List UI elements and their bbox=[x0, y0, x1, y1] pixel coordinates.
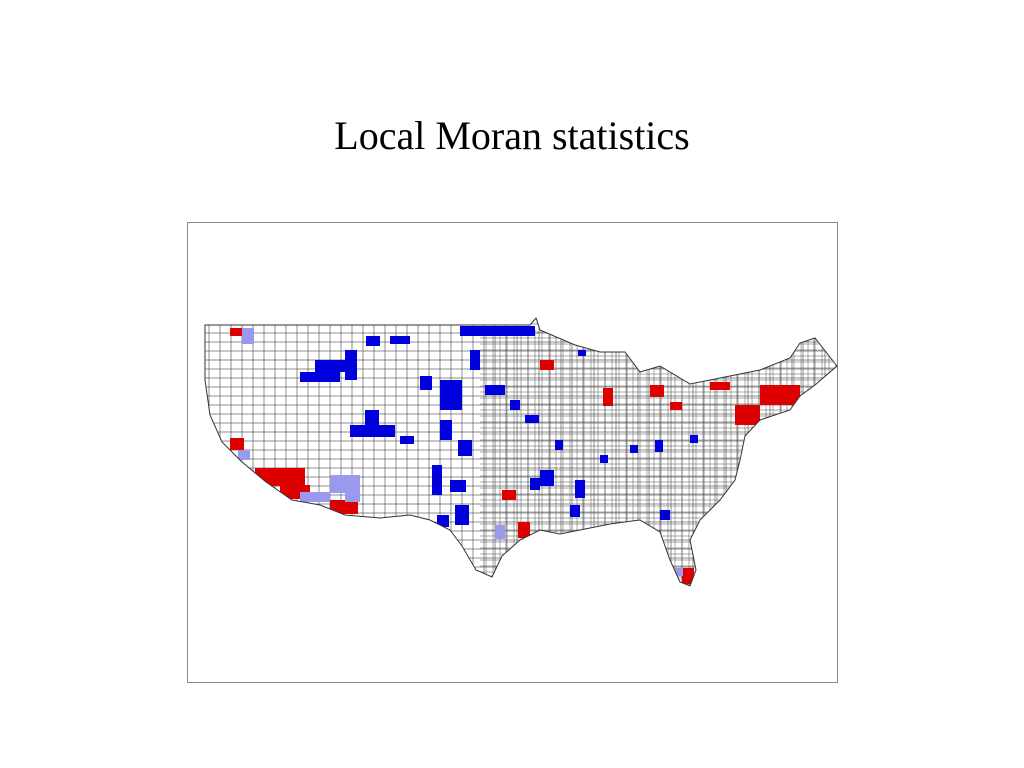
cluster bbox=[300, 372, 340, 382]
cluster bbox=[655, 440, 663, 452]
cluster bbox=[540, 360, 554, 370]
cluster bbox=[502, 490, 516, 500]
cluster bbox=[440, 420, 452, 440]
cluster bbox=[578, 350, 586, 356]
cluster bbox=[458, 440, 472, 456]
cluster bbox=[485, 385, 505, 395]
cluster bbox=[400, 436, 414, 444]
map-figure bbox=[187, 222, 838, 683]
cluster bbox=[315, 360, 345, 372]
cluster bbox=[437, 515, 449, 527]
cluster bbox=[238, 450, 250, 460]
cluster bbox=[660, 510, 670, 520]
cluster bbox=[510, 400, 520, 410]
cluster bbox=[530, 478, 540, 490]
cluster bbox=[230, 438, 244, 450]
cluster bbox=[525, 415, 539, 423]
cluster bbox=[603, 388, 613, 406]
cluster bbox=[760, 385, 800, 405]
cluster bbox=[518, 522, 530, 538]
cluster bbox=[540, 470, 554, 486]
cluster bbox=[690, 435, 698, 443]
cluster bbox=[345, 488, 360, 502]
cluster bbox=[366, 336, 380, 346]
cluster bbox=[682, 568, 694, 584]
cluster bbox=[230, 328, 242, 336]
high-high-clusters bbox=[230, 328, 800, 584]
cluster bbox=[345, 350, 357, 380]
cluster bbox=[420, 376, 432, 390]
cluster bbox=[365, 410, 379, 428]
us-outline bbox=[204, 317, 838, 587]
cluster bbox=[600, 455, 608, 463]
slide-title: Local Moran statistics bbox=[334, 113, 690, 158]
cluster bbox=[650, 385, 664, 397]
cluster bbox=[350, 425, 395, 437]
cluster bbox=[255, 468, 305, 486]
cluster bbox=[300, 492, 330, 502]
cluster bbox=[495, 525, 505, 539]
low-low-clusters bbox=[300, 326, 698, 527]
cluster bbox=[670, 402, 682, 410]
cluster bbox=[432, 465, 442, 495]
cluster bbox=[710, 382, 730, 390]
cluster bbox=[390, 336, 410, 344]
cluster bbox=[675, 568, 683, 576]
cluster bbox=[575, 480, 585, 498]
cluster bbox=[735, 405, 760, 425]
cluster bbox=[555, 440, 563, 450]
cluster bbox=[630, 445, 638, 453]
cluster bbox=[470, 350, 480, 370]
cluster bbox=[440, 380, 462, 410]
cluster bbox=[460, 326, 535, 336]
cluster bbox=[330, 500, 358, 514]
cluster bbox=[242, 328, 254, 344]
cluster bbox=[455, 505, 469, 525]
cluster bbox=[450, 480, 466, 492]
cluster bbox=[570, 505, 580, 517]
mixed-clusters bbox=[238, 328, 683, 576]
